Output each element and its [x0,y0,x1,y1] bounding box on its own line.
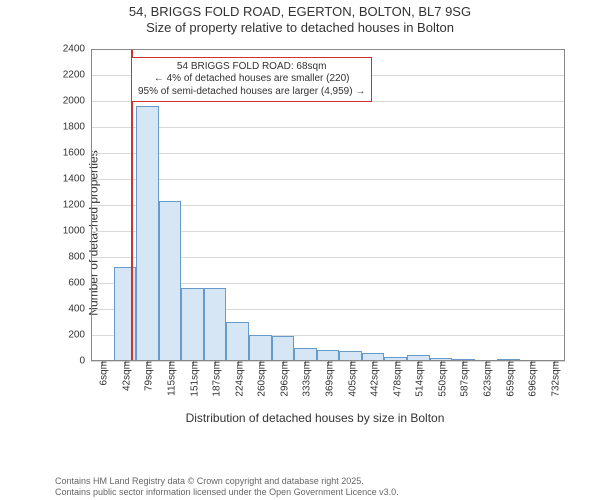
x-tick-label: 296sqm [275,361,290,397]
histogram-bar [249,335,272,361]
x-tick-label: 260sqm [253,361,268,397]
footer-line2: Contains public sector information licen… [55,487,399,498]
footer-line1: Contains HM Land Registry data © Crown c… [55,476,399,487]
y-tick-label: 800 [68,251,91,262]
x-tick-label: 732sqm [546,361,561,397]
y-tick-label: 400 [68,303,91,314]
y-tick-label: 600 [68,277,91,288]
x-tick-label: 79sqm [140,361,155,391]
y-tick-label: 200 [68,329,91,340]
x-tick-label: 623sqm [479,361,494,397]
x-tick-label: 6sqm [95,361,110,385]
y-tick-label: 1400 [63,173,91,184]
x-tick-label: 442sqm [366,361,381,397]
info-box-line1: 54 BRIGGS FOLD ROAD: 68sqm [138,61,365,74]
histogram-bar [272,336,295,361]
x-tick-label: 369sqm [321,361,336,397]
histogram-bar [204,288,227,361]
x-tick-label: 405sqm [343,361,358,397]
reference-info-box: 54 BRIGGS FOLD ROAD: 68sqm ← 4% of detac… [131,57,372,103]
histogram-bar [159,201,182,361]
chart-area: Number of detached properties 0200400600… [55,43,575,423]
gridline [91,179,565,180]
y-tick-label: 1000 [63,225,91,236]
title-line-1: 54, BRIGGS FOLD ROAD, EGERTON, BOLTON, B… [0,4,600,20]
gridline [91,49,565,50]
y-tick-label: 1800 [63,121,91,132]
info-box-line2: ← 4% of detached houses are smaller (220… [138,73,365,86]
x-tick-label: 587sqm [456,361,471,397]
x-tick-label: 550sqm [433,361,448,397]
footer-attribution: Contains HM Land Registry data © Crown c… [55,476,399,498]
x-tick-label: 478sqm [388,361,403,397]
x-tick-label: 333sqm [298,361,313,397]
y-tick-label: 1200 [63,199,91,210]
histogram-bar [339,351,362,360]
x-tick-label: 514sqm [411,361,426,397]
y-tick-label: 2000 [63,95,91,106]
y-tick-label: 1600 [63,147,91,158]
x-tick-label: 151sqm [185,361,200,397]
x-tick-label: 115sqm [163,361,178,396]
plot-region: 0200400600800100012001400160018002000220… [91,49,565,361]
y-tick-label: 2200 [63,69,91,80]
histogram-bar [317,350,340,360]
histogram-bar [181,288,204,361]
histogram-bar [136,106,159,361]
histogram-bar [294,348,317,361]
x-tick-label: 659sqm [501,361,516,397]
gridline [91,153,565,154]
gridline [91,127,565,128]
histogram-bar [226,322,249,361]
y-tick-label: 0 [79,355,91,366]
chart-title-block: 54, BRIGGS FOLD ROAD, EGERTON, BOLTON, B… [0,0,600,37]
x-axis-label: Distribution of detached houses by size … [55,411,575,425]
x-tick-label: 187sqm [208,361,223,397]
y-tick-label: 2400 [63,43,91,54]
x-tick-label: 224sqm [230,361,245,397]
histogram-bar [362,353,385,361]
title-line-2: Size of property relative to detached ho… [0,20,600,36]
x-tick-label: 42sqm [117,361,132,391]
info-box-line3: 95% of semi-detached houses are larger (… [138,86,365,99]
x-tick-label: 696sqm [524,361,539,397]
